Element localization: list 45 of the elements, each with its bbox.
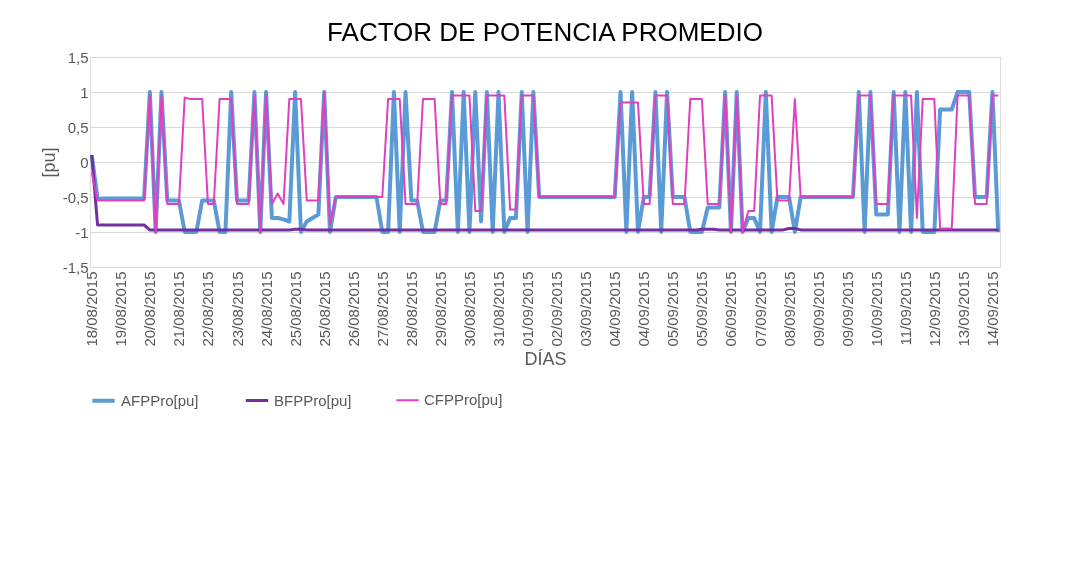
x-axis-title: DÍAS bbox=[524, 348, 567, 369]
x-tick-label: 11/09/2015 bbox=[896, 271, 914, 346]
x-tick-label: 26/08/2015 bbox=[344, 271, 362, 347]
x-tick-label: 09/09/2015 bbox=[838, 271, 856, 347]
x-tick-label: 04/09/2015 bbox=[635, 271, 653, 347]
y-tick-label: 0,5 bbox=[67, 118, 89, 136]
x-tick-label: 13/09/2015 bbox=[954, 271, 972, 347]
y-tick-label: -1,5 bbox=[62, 258, 89, 276]
chart-title: FACTOR DE POTENCIA PROMEDIO bbox=[327, 17, 763, 47]
x-tick-label: 05/09/2015 bbox=[664, 271, 682, 347]
x-tick-label: 21/08/2015 bbox=[170, 271, 188, 347]
x-tick-label: 01/09/2015 bbox=[519, 271, 537, 347]
x-tick-label: 24/08/2015 bbox=[257, 271, 275, 347]
x-tick-label: 27/08/2015 bbox=[373, 271, 391, 347]
x-tick-label: 10/09/2015 bbox=[867, 271, 885, 347]
x-tick-label: 12/09/2015 bbox=[925, 271, 943, 347]
x-tick-label: 30/08/2015 bbox=[460, 271, 478, 347]
x-tick-label: 09/09/2015 bbox=[809, 271, 827, 347]
x-tick-label: 02/09/2015 bbox=[548, 271, 566, 347]
x-tick-label: 14/09/2015 bbox=[983, 271, 1001, 347]
y-tick-label: 1 bbox=[80, 83, 89, 101]
line-series bbox=[90, 153, 1000, 232]
y-tick-label: -1 bbox=[75, 223, 89, 241]
x-tick-label: 29/08/2015 bbox=[431, 271, 449, 347]
x-tick-label: 19/08/2015 bbox=[112, 271, 130, 347]
x-tick-label: 23/08/2015 bbox=[228, 271, 246, 347]
legend-label: AFPPro[pu] bbox=[121, 391, 199, 409]
x-tick-label: 05/09/2015 bbox=[693, 271, 711, 347]
x-tick-label: 20/08/2015 bbox=[141, 271, 159, 347]
x-tick-label: 06/09/2015 bbox=[722, 271, 740, 347]
x-tick-label: 25/08/2015 bbox=[315, 271, 333, 347]
x-tick-label: 04/09/2015 bbox=[606, 271, 624, 347]
x-tick-label: 28/08/2015 bbox=[402, 271, 420, 347]
x-tick-label: 07/09/2015 bbox=[751, 271, 769, 347]
x-tick-label: 31/08/2015 bbox=[490, 271, 508, 347]
legend-label: CFPPro[pu] bbox=[424, 391, 503, 409]
x-tick-label: 25/08/2015 bbox=[286, 271, 304, 347]
y-axis-title: [pu] bbox=[38, 147, 59, 178]
y-tick-label: 1,5 bbox=[67, 48, 89, 66]
y-tick-label: -0,5 bbox=[62, 188, 89, 206]
legend-label: BFPPro[pu] bbox=[274, 391, 352, 409]
y-tick-label: 0 bbox=[80, 153, 89, 171]
x-tick-label: 22/08/2015 bbox=[199, 271, 217, 347]
x-tick-label: 08/09/2015 bbox=[780, 271, 798, 347]
x-tick-label: 03/09/2015 bbox=[577, 271, 595, 347]
